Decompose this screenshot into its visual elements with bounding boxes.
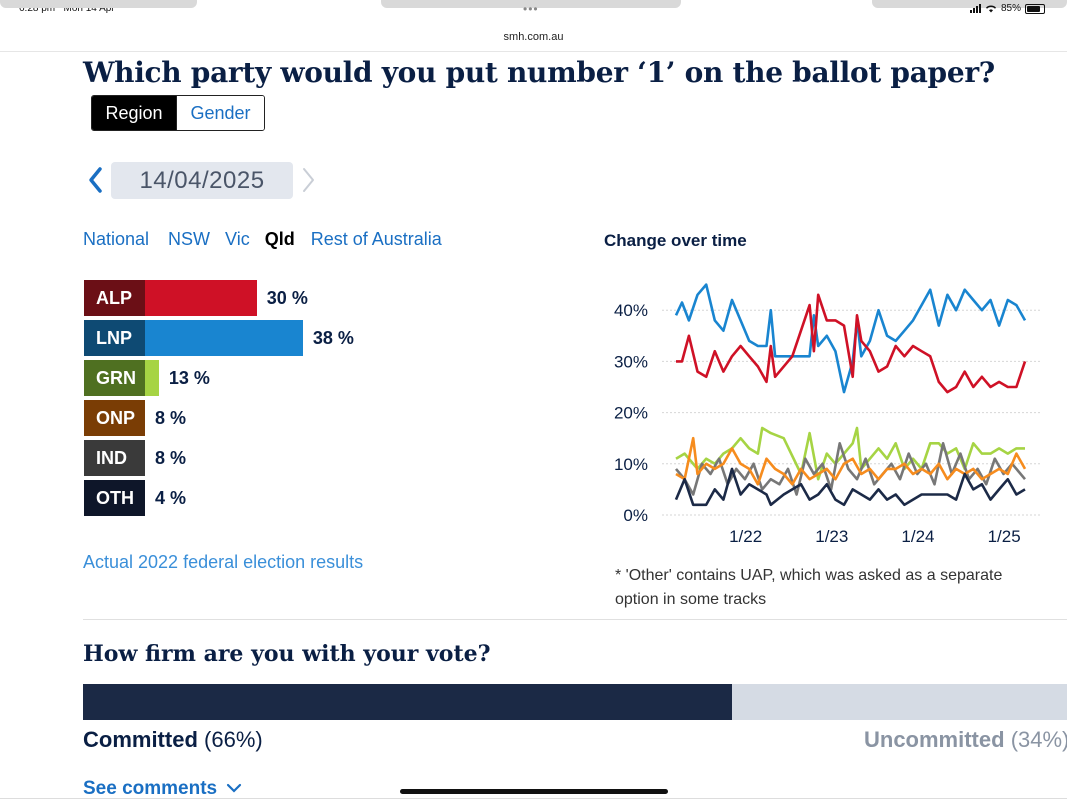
- question-heading: Which party would you put number ‘1’ on …: [83, 56, 995, 89]
- chevron-left-icon[interactable]: [86, 166, 106, 194]
- series-line-lnp: [674, 283, 1027, 394]
- date-selector[interactable]: 14/04/2025: [111, 162, 293, 199]
- bar-label-alp: ALP: [84, 280, 145, 316]
- cellular-signal-icon: [969, 4, 981, 13]
- battery-icon: [1025, 3, 1045, 14]
- change-over-time-chart: 40% 30% 20% 10% 0% 1/22 1/23 1/24 1/25: [614, 283, 1040, 546]
- uncommitted-label: Uncommitted (34%): [864, 727, 1067, 753]
- bar-row-grn: GRN 13 %: [84, 360, 210, 396]
- bar-value-ind: 8 %: [155, 447, 187, 468]
- y-tick-label: 20%: [614, 404, 648, 423]
- bar-row-lnp: LNP 38 %: [84, 320, 354, 356]
- section-divider: [83, 619, 1067, 620]
- region-tab-national[interactable]: National: [83, 229, 150, 249]
- home-indicator[interactable]: [400, 789, 668, 794]
- series-line-grn: [675, 426, 1025, 481]
- bar-value-onp: 8 %: [155, 407, 187, 428]
- toolbar-divider: [0, 51, 1067, 52]
- chevron-down-icon: [227, 783, 242, 793]
- firmness-committed-fill: [83, 684, 733, 720]
- chart-footnote: * 'Other' contains UAP, which was asked …: [615, 567, 1003, 608]
- region-tab-nsw[interactable]: NSW: [168, 229, 211, 249]
- bar-label-onp: ONP: [84, 400, 145, 436]
- y-tick-label: 40%: [614, 301, 648, 320]
- series-line-onp: [675, 436, 1027, 486]
- tab-grabber-left[interactable]: [0, 0, 197, 8]
- bar-label-lnp: LNP: [84, 320, 145, 356]
- bar-row-oth: OTH 4 %: [84, 480, 186, 516]
- chevron-right-icon[interactable]: [298, 166, 318, 194]
- x-tick-label: 1/25: [988, 527, 1021, 546]
- bar-label-grn: GRN: [84, 360, 145, 396]
- toggle-gender[interactable]: Gender: [176, 96, 264, 130]
- y-tick-label: 0%: [623, 506, 648, 525]
- x-tick-label: 1/24: [901, 527, 934, 546]
- region-tabs: National NSW Vic Qld Rest of Australia: [83, 229, 442, 250]
- y-tick-label: 10%: [614, 455, 648, 474]
- bar-row-alp: ALP 30 %: [84, 280, 308, 316]
- region-tab-qld[interactable]: Qld: [264, 229, 295, 249]
- region-tab-rest-of-australia[interactable]: Rest of Australia: [310, 229, 442, 249]
- bottom-divider: [0, 798, 1067, 799]
- wifi-icon: [985, 5, 996, 13]
- bar-fill-lnp: [145, 320, 303, 356]
- status-indicators: 85%: [969, 3, 1045, 14]
- chart-title: Change over time: [604, 231, 747, 250]
- status-time: 6:28 pm Mon 14 Apr: [19, 3, 115, 14]
- bar-fill-alp: [145, 280, 257, 316]
- series-line-oth: [674, 467, 1026, 507]
- y-tick-label: 30%: [614, 352, 648, 371]
- uncommitted-pct: (34%): [1010, 727, 1067, 752]
- committed-pct: (66%): [204, 727, 263, 752]
- tab-grabber-right[interactable]: [872, 0, 1067, 8]
- bar-value-lnp: 38 %: [312, 327, 354, 348]
- actual-results-link[interactable]: Actual 2022 federal election results: [83, 552, 364, 572]
- region-gender-toggle: Region Gender: [91, 95, 265, 131]
- region-tab-vic[interactable]: Vic: [225, 229, 250, 249]
- bar-label-oth: OTH: [84, 480, 145, 516]
- bar-row-onp: ONP 8 %: [84, 400, 186, 436]
- tab-grabber-center[interactable]: [381, 0, 681, 8]
- x-tick-label: 1/23: [815, 527, 848, 546]
- status-date: Mon 14 Apr: [63, 3, 115, 14]
- bar-fill-grn: [145, 360, 159, 396]
- battery-percent: 85%: [1000, 3, 1021, 14]
- bar-value-oth: 4 %: [155, 487, 187, 508]
- firmness-heading: How firm are you with your vote?: [83, 641, 491, 667]
- x-tick-label: 1/22: [729, 527, 762, 546]
- bar-label-ind: IND: [84, 440, 145, 476]
- multitask-dots-icon[interactable]: •••: [523, 2, 539, 16]
- series-line-alp: [676, 293, 1027, 394]
- toggle-region[interactable]: Region: [92, 96, 176, 130]
- committed-label: Committed (66%): [83, 727, 263, 752]
- bar-value-alp: 30 %: [266, 287, 308, 308]
- bar-value-grn: 13 %: [168, 367, 210, 388]
- bar-row-ind: IND 8 %: [84, 440, 186, 476]
- see-comments-link[interactable]: See comments: [83, 778, 242, 800]
- address-bar-url[interactable]: smh.com.au: [503, 31, 564, 43]
- firmness-bar: [83, 684, 1067, 720]
